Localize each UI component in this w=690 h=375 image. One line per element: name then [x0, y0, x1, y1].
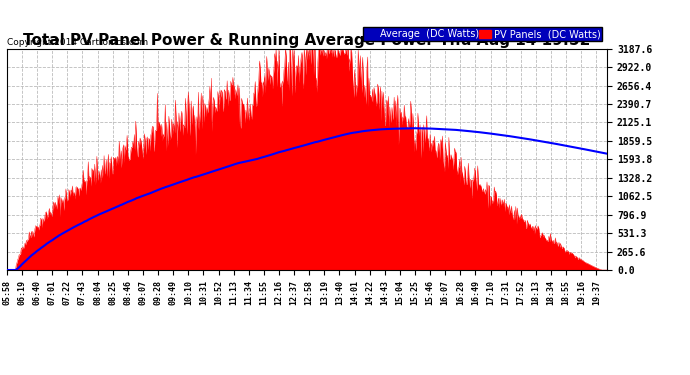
Legend: Average  (DC Watts), PV Panels  (DC Watts): Average (DC Watts), PV Panels (DC Watts) [364, 27, 602, 41]
Text: Copyright 2014 Cartronics.com: Copyright 2014 Cartronics.com [7, 38, 148, 46]
Title: Total PV Panel Power & Running Average Power Thu Aug 14 19:52: Total PV Panel Power & Running Average P… [23, 33, 591, 48]
